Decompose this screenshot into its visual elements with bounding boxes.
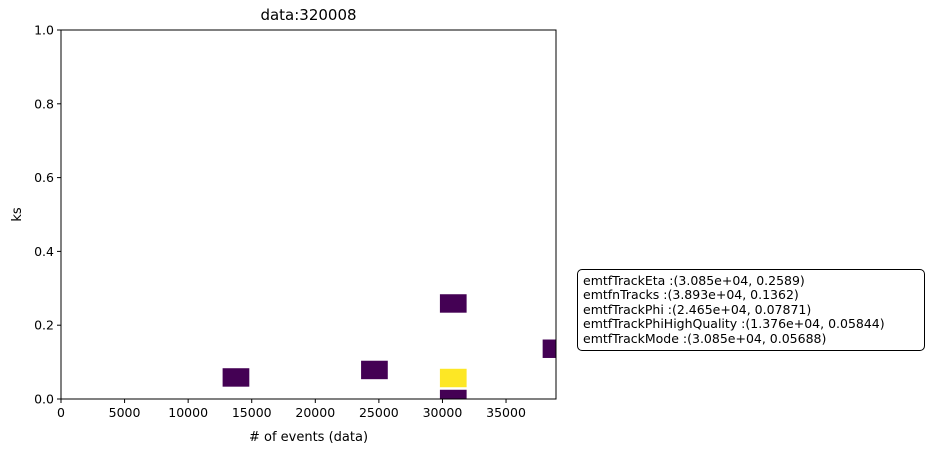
x-tick-label: 35000 (486, 405, 526, 420)
annotation-line: emtfTrackMode :(3.085e+04, 0.05688) (583, 330, 827, 346)
y-axis-label: ks (10, 207, 25, 222)
x-axis-ticks: 0 5000 10000 15000 20000 25000 30000 35000 (57, 399, 526, 420)
heatmap-cell (439, 294, 467, 313)
annotation-line: emtfTrackPhi :(2.465e+04, 0.07871) (583, 301, 812, 317)
x-tick-label: 15000 (232, 405, 272, 420)
heatmap-cell (439, 389, 467, 399)
x-tick-label: 30000 (423, 405, 463, 420)
x-tick-label: 5000 (109, 405, 141, 420)
x-tick-label: 20000 (295, 405, 335, 420)
y-tick-label: 0.2 (34, 318, 54, 333)
annotation-line: emtfnTracks :(3.893e+04, 0.1362) (583, 287, 799, 303)
y-axis-ticks: 0.0 0.2 0.4 0.6 0.8 1.0 (34, 23, 61, 407)
x-tick-label: 25000 (359, 405, 399, 420)
heatmap-cells (222, 294, 556, 399)
x-axis-label: # of events (data) (249, 430, 368, 445)
y-tick-label: 0.8 (34, 96, 54, 111)
chart-title: data:320008 (260, 6, 356, 24)
heatmap-cell (361, 360, 388, 380)
heatmap-cell (542, 339, 556, 358)
heatmap-cell (222, 368, 250, 387)
y-tick-label: 0.6 (34, 170, 54, 185)
annotation-legend-box: emtfTrackEta :(3.085e+04, 0.2589) emtfnT… (577, 269, 925, 352)
annotation-line: emtfTrackPhiHighQuality :(1.376e+04, 0.0… (583, 316, 885, 332)
y-tick-label: 1.0 (34, 23, 54, 38)
y-tick-label: 0.0 (34, 392, 54, 407)
plot-area-frame (60, 29, 557, 400)
annotation-line: emtfTrackEta :(3.085e+04, 0.2589) (583, 273, 805, 288)
y-tick-label: 0.4 (34, 244, 54, 259)
x-tick-label: 10000 (168, 405, 208, 420)
heatmap-cell (439, 368, 467, 388)
x-tick-label: 0 (57, 405, 65, 420)
